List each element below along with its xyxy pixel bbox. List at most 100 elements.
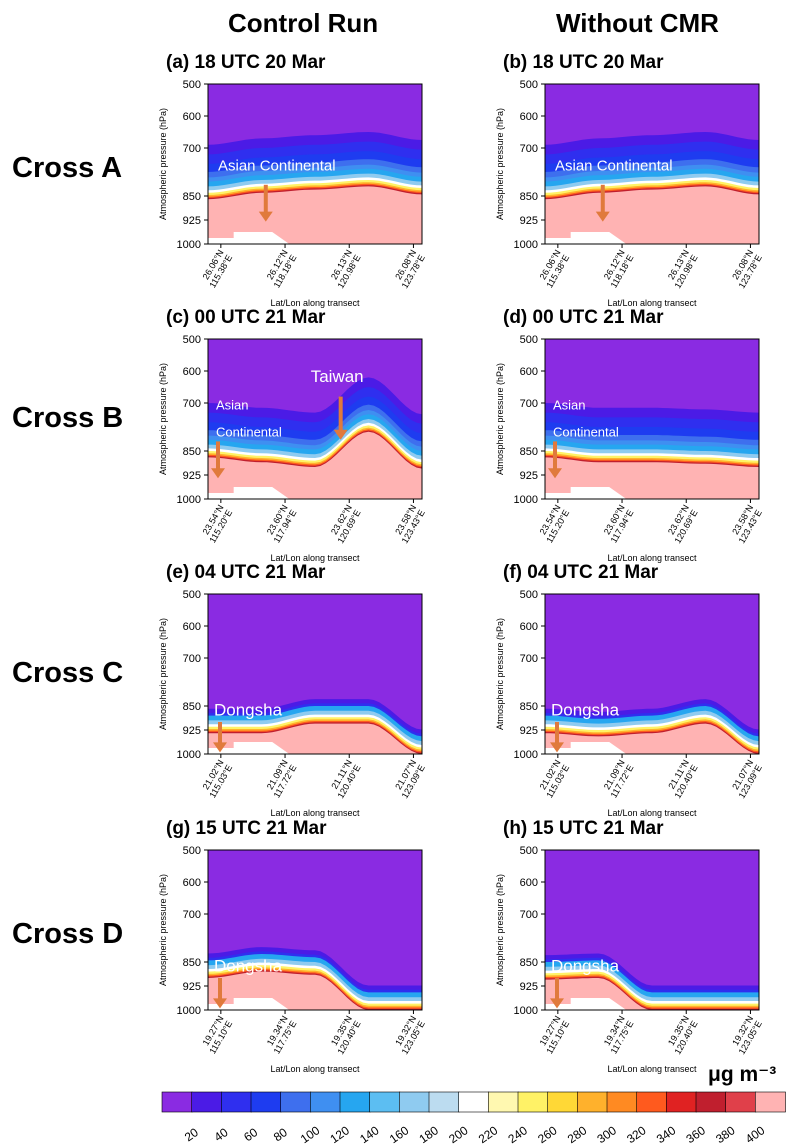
y-tick-label: 500 [183, 334, 201, 346]
y-tick-label: 700 [183, 909, 201, 921]
y-tick-label: 500 [183, 845, 201, 857]
x-axis-label: Lat/Lon along transect [270, 808, 360, 818]
y-tick-label: 1000 [514, 494, 538, 506]
annotation-label: Asian Continental [218, 157, 336, 174]
terrain [545, 998, 627, 1010]
colorbar-tick-label: 80 [271, 1125, 290, 1144]
y-tick-label: 1000 [177, 1005, 201, 1017]
x-axis-label: Lat/Lon along transect [607, 553, 697, 563]
arrow-head [548, 468, 562, 479]
y-tick-label: 850 [520, 191, 538, 203]
colorbar-tick-label: 260 [535, 1123, 560, 1144]
panel-title-b: (b) 18 UTC 20 Mar [503, 52, 664, 73]
terrain [545, 232, 627, 244]
arrow-head [213, 742, 227, 753]
y-tick-label: 850 [520, 701, 538, 713]
y-tick-label: 925 [520, 215, 538, 227]
colorbar-tick-label: 100 [298, 1123, 323, 1144]
panel-b: 500 600 700 850 925 1000 Atmospheric pressure … [495, 79, 764, 308]
colorbar-swatch [369, 1091, 401, 1113]
panel-h: 500 600 700 850 925 1000 Atmospheric pressure … [495, 845, 764, 1074]
y-tick-label: 600 [183, 366, 201, 378]
panel-title-e: (e) 04 UTC 21 Mar [166, 562, 326, 583]
y-axis-label: Atmospheric pressure (hPa) [495, 874, 505, 986]
x-axis-label: Lat/Lon along transect [270, 298, 360, 308]
y-tick-label: 600 [520, 366, 538, 378]
row-label-cross-b: Cross B [12, 402, 124, 434]
colorbar-swatch [250, 1091, 282, 1113]
arrow-head [211, 468, 225, 479]
colorbar-tick-label: 40 [212, 1125, 231, 1144]
colorbar-tick-label: 400 [743, 1123, 768, 1144]
y-tick-label: 1000 [177, 494, 201, 506]
y-axis-label: Atmospheric pressure (hPa) [158, 363, 168, 475]
colorbar-swatch [517, 1091, 549, 1113]
colorbar-swatch [665, 1091, 697, 1113]
annotation-label: Continental [553, 425, 619, 440]
terrain [208, 232, 290, 244]
y-tick-label: 925 [520, 981, 538, 993]
colorbar-swatch [221, 1091, 252, 1113]
y-tick-label: 1000 [177, 239, 201, 251]
annotation-label: Dongsha [551, 701, 620, 720]
colorbar-unit-label: μg m⁻³ [708, 1063, 777, 1086]
arrow-head [258, 211, 273, 222]
colorbar-tick-label: 340 [654, 1123, 679, 1144]
colorbar-swatch [280, 1091, 312, 1113]
colorbar-tick-label: 360 [683, 1123, 708, 1144]
colorbar-tick-label: 320 [624, 1123, 649, 1144]
colorbar-swatch [754, 1091, 786, 1113]
colorbar-swatch [339, 1091, 371, 1113]
y-tick-label: 500 [520, 589, 538, 601]
colorbar-tick-label: 220 [476, 1123, 501, 1144]
y-tick-label: 700 [520, 143, 538, 155]
y-axis-label: Atmospheric pressure (hPa) [495, 108, 505, 220]
arrow-head [550, 998, 564, 1009]
arrow-head [595, 211, 610, 222]
colorbar-tick-label: 120 [327, 1123, 352, 1144]
y-tick-label: 1000 [514, 1005, 538, 1017]
plot-frame [544, 83, 760, 245]
x-axis-label: Lat/Lon along transect [607, 298, 697, 308]
colorbar-tick-label: 240 [505, 1123, 530, 1144]
panel-a: 500 600 700 850 925 1000 Atmospheric pressure … [158, 79, 427, 308]
y-tick-label: 700 [183, 653, 201, 665]
column-title-control-run: Control Run [228, 8, 379, 38]
y-tick-label: 600 [183, 621, 201, 633]
y-tick-label: 925 [183, 215, 201, 227]
y-axis-label: Atmospheric pressure (hPa) [158, 874, 168, 986]
panel-c: 500 600 700 850 925 1000 Atmospheric pressure … [158, 334, 427, 563]
annotation-label: Asian Continental [555, 157, 673, 174]
annotation-label: Dongsha [214, 957, 283, 976]
colorbar-swatch [309, 1091, 341, 1113]
y-tick-label: 500 [520, 79, 538, 91]
plot-frame [207, 593, 423, 755]
annotation-label: Asian [216, 397, 249, 412]
colorbar-swatch [487, 1091, 519, 1113]
x-axis-label: Lat/Lon along transect [607, 808, 697, 818]
y-tick-label: 700 [520, 909, 538, 921]
panel-title-c: (c) 00 UTC 21 Mar [166, 307, 326, 328]
colorbar-swatch [161, 1091, 193, 1113]
arrow-head [213, 998, 227, 1009]
arrow-head [550, 742, 564, 753]
colorbar-tick-label: 280 [565, 1123, 590, 1144]
colorbar-tick-label: 300 [594, 1123, 619, 1144]
annotation-label: Continental [216, 425, 282, 440]
x-axis-label: Lat/Lon along transect [607, 1064, 697, 1074]
terrain [545, 742, 627, 754]
colorbar-tick-label: 180 [416, 1123, 441, 1144]
plot-frame [207, 338, 423, 500]
plot-frame [207, 849, 423, 1011]
y-tick-label: 1000 [514, 239, 538, 251]
x-axis-label: Lat/Lon along transect [270, 1064, 360, 1074]
row-label-cross-a: Cross A [12, 152, 123, 184]
y-axis-label: Atmospheric pressure (hPa) [495, 618, 505, 730]
plot-frame [544, 593, 760, 755]
terrain [208, 742, 290, 754]
annotation-label: Dongsha [551, 957, 620, 976]
panel-title-g: (g) 15 UTC 21 Mar [166, 818, 327, 839]
terrain [208, 487, 290, 499]
colorbar-swatch [576, 1091, 608, 1113]
concentration-band [208, 431, 422, 499]
